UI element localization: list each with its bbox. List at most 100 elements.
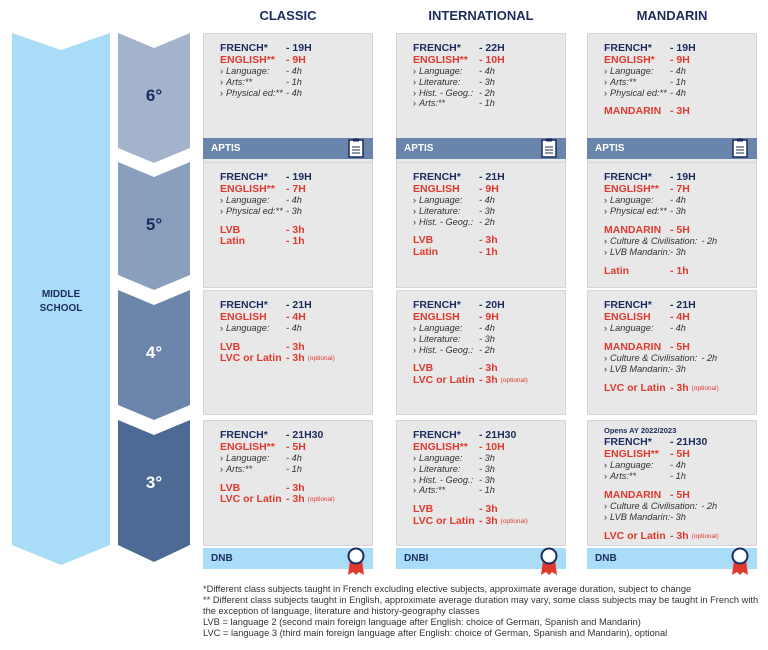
hours: - 2h bbox=[701, 501, 718, 512]
subject-name: Arts:** bbox=[220, 464, 286, 475]
subject-line: LVB - 3h bbox=[413, 363, 565, 375]
cell: FRENCH* - 21H30 ENGLISH** - 5HLanguage:- 4h… bbox=[203, 420, 373, 546]
subject-line: FRENCH* - 21H bbox=[413, 171, 565, 184]
subject-line: FRENCH* - 21H30 bbox=[413, 429, 565, 442]
subject-name: Language: bbox=[604, 460, 670, 471]
subject-line: LVB - 3h bbox=[220, 482, 372, 495]
line-group: LVB - 3h Latin - 1h bbox=[220, 223, 372, 248]
subject-name: Hist. - Geog.: bbox=[413, 88, 479, 99]
subject-line: FRENCH* - 19H bbox=[604, 42, 756, 55]
subject-line: LVC or Latin - 3h (optional) bbox=[604, 530, 756, 543]
subject-name: Language: bbox=[604, 195, 670, 206]
hours: - 10H bbox=[479, 53, 505, 66]
exam-name: APTIS bbox=[211, 143, 241, 154]
line-group: FRENCH* - 21H30 ENGLISH** - 5HLanguage:- 4h… bbox=[220, 429, 372, 475]
subject-name: Language: bbox=[413, 323, 479, 334]
hours: - 4h bbox=[670, 195, 686, 205]
subject-line: Arts:**- 1h bbox=[220, 464, 372, 475]
hours: - 20H bbox=[479, 299, 505, 311]
exam-bar: APTIS bbox=[203, 138, 373, 159]
subject-name: Latin bbox=[604, 264, 630, 277]
hours: - 3h bbox=[479, 234, 498, 247]
hours: - 1h bbox=[670, 76, 686, 87]
subject-name: FRENCH* bbox=[220, 299, 268, 311]
line-group: FRENCH* - 20H ENGLISH - 9HLanguage:- 4hLite… bbox=[413, 299, 565, 356]
subject-name: FRENCH* bbox=[604, 299, 652, 311]
subject-line: Language:- 4h bbox=[604, 460, 756, 471]
medal-icon bbox=[731, 547, 749, 575]
subject-line: Language:- 4h bbox=[413, 66, 565, 77]
subject-name: Literature: bbox=[413, 334, 479, 345]
hours: - 3h bbox=[670, 381, 689, 394]
subject-name: Arts:** bbox=[413, 485, 479, 496]
cell-note: Opens AY 2022/2023 bbox=[604, 426, 677, 435]
line-group: FRENCH* - 19H ENGLISH** - 9HLanguage:- 4hAr… bbox=[220, 42, 372, 98]
subject-name: ENGLISH bbox=[413, 182, 460, 195]
line-group: MANDARIN - 3H bbox=[604, 106, 756, 118]
subject-name: FRENCH* bbox=[604, 171, 652, 183]
cell: FRENCH* - 19H ENGLISH** - 7HLanguage:- 4hPh… bbox=[203, 162, 373, 288]
hours: - 3h bbox=[479, 205, 495, 216]
subject-line: Language:- 4h bbox=[220, 453, 372, 464]
subject-name: Language: bbox=[220, 66, 286, 77]
subject-name: Hist. - Geog.: bbox=[413, 475, 479, 486]
hours: - 3h bbox=[286, 340, 305, 353]
subject-line: FRENCH* - 22H bbox=[413, 42, 565, 55]
exam-name: DNB bbox=[211, 553, 233, 564]
hours: - 3h bbox=[479, 463, 495, 474]
subject-name: LVB bbox=[413, 234, 434, 247]
subject-line: LVB - 3h bbox=[413, 504, 565, 516]
hours: - 3h bbox=[286, 205, 302, 216]
hours: - 7H bbox=[670, 182, 690, 195]
hours: - 2h bbox=[701, 353, 718, 364]
subject-line: FRENCH* - 21H bbox=[220, 299, 372, 312]
subject-line: ENGLISH - 9H bbox=[413, 311, 565, 324]
subject-line: FRENCH* - 19H bbox=[220, 171, 372, 184]
line-group: LVB - 3h LVC or Latin - 3h (optional) bbox=[413, 363, 565, 386]
subject-name: LVB bbox=[413, 362, 434, 375]
subject-line: ENGLISH** - 5H bbox=[220, 441, 372, 454]
hours: - 3h bbox=[286, 493, 305, 506]
subject-line: Literature:- 3h bbox=[413, 77, 565, 88]
subject-name: MANDARIN bbox=[604, 340, 662, 353]
exam-bar: APTIS bbox=[396, 138, 566, 159]
subject-line: Language:- 4h bbox=[413, 323, 565, 334]
subject-name: Hist. - Geog.: bbox=[413, 345, 479, 356]
hours: - 3h bbox=[479, 333, 495, 344]
subject-name: FRENCH* bbox=[220, 429, 268, 441]
subject-line: FRENCH* - 21H30 bbox=[220, 429, 372, 442]
subject-name: LVB bbox=[220, 340, 241, 353]
hours: - 4h bbox=[286, 87, 302, 98]
hours: - 4h bbox=[670, 460, 686, 470]
subject-line: FRENCH* - 19H bbox=[220, 42, 372, 55]
cell: FRENCH* - 21H ENGLISH - 4HLanguage:- 4h MAND… bbox=[587, 290, 757, 415]
hours: - 3h bbox=[479, 373, 498, 386]
subject-line: ENGLISH - 4H bbox=[220, 311, 372, 324]
subject-name: Physical ed:** bbox=[604, 206, 670, 217]
subject-name: FRENCH* bbox=[604, 42, 652, 54]
exam-bar: APTIS bbox=[587, 138, 757, 159]
grade-label: 3° bbox=[145, 473, 163, 492]
hours: - 4h bbox=[670, 87, 686, 98]
subject-name: Arts:** bbox=[220, 77, 286, 88]
line-group: MANDARIN- 5HCulture & Civilisation:- 2hL… bbox=[604, 224, 756, 258]
hours: - 5H bbox=[670, 488, 690, 501]
hours: - 3h bbox=[670, 205, 686, 216]
subject-line: Language:- 4h bbox=[220, 323, 372, 334]
subject-line: FRENCH* - 20H bbox=[413, 299, 565, 312]
subject-name: Hist. - Geog.: bbox=[413, 217, 479, 228]
subject-line: LVB Mandarin:- 3h bbox=[604, 247, 756, 258]
cell: Opens AY 2022/2023 FRENCH* - 21H30 ENGLISH*… bbox=[587, 420, 757, 546]
subject-line: ENGLISH - 9H bbox=[413, 182, 565, 196]
hours: - 21H bbox=[286, 299, 312, 311]
subject-name: LVB bbox=[220, 223, 241, 236]
subject-line: Language:- 4h bbox=[604, 323, 756, 334]
subject-name: FRENCH* bbox=[220, 42, 268, 54]
subject-line: Literature:- 3h bbox=[413, 334, 565, 345]
subject-line: LVB Mandarin:- 3h bbox=[604, 364, 756, 375]
subject-line: Latin - 1h bbox=[413, 246, 565, 259]
subject-line: MANDARIN - 5H bbox=[604, 224, 756, 237]
subject-line: ENGLISH** - 10H bbox=[413, 53, 565, 67]
subject-name: LVC or Latin bbox=[413, 514, 475, 527]
subject-name: MANDARIN bbox=[604, 488, 662, 501]
